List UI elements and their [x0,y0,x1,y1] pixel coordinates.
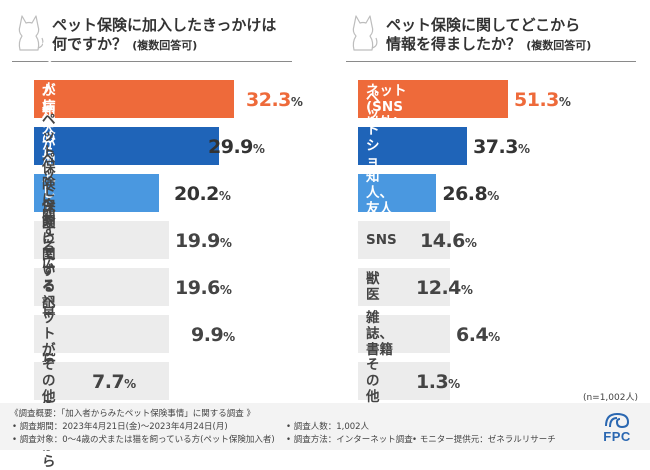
bar-label: 獣医 [366,271,380,303]
bar-track [358,268,450,306]
bar-track [34,221,169,259]
cat-outline-icon [352,15,378,51]
logo-text: FPC [603,429,631,444]
right-title-line1: ペット保険に関してどこから [386,16,581,34]
bar [34,80,234,118]
footer-target: • 調査対象：0～4歳の犬または猫を飼っている方(ペット保険加入者) [12,435,275,445]
bar-value-unit: % [464,236,477,250]
bar-value: 14.6% [420,221,477,259]
left-panel-header: ペット保険に加入したきっかけは 何ですか？ (複数回答可) [12,12,292,62]
bar-track [358,315,450,353]
bar-value-unit: % [487,189,500,203]
bar-label: SNS [366,232,397,248]
bar-value-unit: % [124,377,137,391]
bar-value: 20.2% [174,174,231,212]
bar-label: その他 [42,357,56,405]
right-panel-header: ペット保険に関してどこから 情報を得ましたか？ (複数回答可) [346,12,636,62]
bar-value-number: 26.8 [442,183,488,205]
cat-outline-icon [18,15,44,51]
fpc-logo: FPC [598,410,636,444]
bar-value-number: 1.3 [416,371,449,393]
bar-value-unit: % [290,95,303,109]
bar [34,127,220,165]
bar-value-number: 51.3 [514,89,559,111]
bar-value-unit: % [223,330,236,344]
bar-value-number: 9.9 [191,324,224,346]
bar-label: その他 [366,357,380,405]
fpc-wave-logo-icon [605,412,630,429]
bar-label: 雑誌、書籍 [366,310,393,358]
bar [358,80,508,118]
left-chart-title: ペット保険に加入したきっかけは 何ですか？ (複数回答可) [52,16,276,55]
bar-track [358,221,450,259]
bar-value-number: 20.2 [174,183,219,205]
bar [34,174,160,212]
bar-value-unit: % [219,283,232,297]
left-title-line1: ペット保険に加入したきっかけは [52,16,277,34]
bar-value-number: 14.6 [420,230,465,252]
bar-value: 19.6% [175,268,232,306]
bar-value-unit: % [517,142,530,156]
survey-footer: 《調査概要：「加入者からみたペット保険事情」に関する調査 》 • 調査期間：20… [0,403,650,450]
footer-provider: • モニター提供元：ゼネラルリサーチ [412,435,556,445]
bar-value-unit: % [488,330,501,344]
bar-value-number: 12.4 [416,277,461,299]
bar-value-number: 7.7 [92,371,125,393]
bar-value-unit: % [219,236,232,250]
bar-value: 7.7% [92,362,136,400]
bar-value-unit: % [558,95,571,109]
right-subtitle: (複数回答可) [526,39,592,52]
footer-method: • 調査方法：インターネット調査 [286,435,413,445]
bar-value: 26.8% [442,174,499,212]
bar-value: 29.9% [208,127,265,165]
bar-value-unit: % [460,283,473,297]
bar-value: 19.9% [175,221,232,259]
bar-value-unit: % [218,189,231,203]
bar-value: 6.4% [456,315,500,353]
bar-value-unit: % [448,377,461,391]
sample-size: (n=1,002人) [582,393,638,403]
bar-value-number: 6.4 [456,324,489,346]
bar-value-number: 19.9 [175,230,220,252]
bar-value: 37.3% [473,127,530,165]
bar-label: 今飼っているペットが 病気をしたから [42,198,56,470]
left-title-rule [12,61,292,62]
right-title-rule [346,61,636,62]
footer-overview: 《調査概要：「加入者からみたペット保険事情」に関する調査 》 [10,409,255,419]
bar-value: 12.4% [416,268,473,306]
bar [358,127,468,165]
bar-value: 9.9% [191,315,235,353]
right-chart-title: ペット保険に関してどこから 情報を得ましたか？ (複数回答可) [386,16,591,55]
bar-value-number: 32.3 [246,89,291,111]
bar-track [358,362,450,400]
footer-period: • 調査期間：2023年4月21日(金)～2023年4月24日(月) [12,422,228,432]
bar-track [34,315,169,353]
bar-value: 51.3% [514,80,571,118]
bar-value-number: 29.9 [208,136,253,158]
bar-value-number: 37.3 [473,136,518,158]
bar-track [34,268,169,306]
bar-value-number: 19.6 [175,277,220,299]
bar-value-unit: % [252,142,265,156]
bar-value: 1.3% [416,362,460,400]
bar-track [34,362,169,400]
footer-people: • 調査人数：1,002人 [286,422,370,432]
right-title-line2: 情報を得ましたか？ [386,35,522,53]
bar-value: 32.3% [246,80,303,118]
bar-label: 知人、友人 [366,169,393,217]
bar-label: ペットショップ [366,90,380,202]
chart-card: ペット保険に加入したきっかけは 何ですか？ (複数回答可) ペット保険に関してど… [12,12,638,470]
left-title-line2: 何ですか？ [52,35,128,53]
bar [358,174,437,212]
left-subtitle: (複数回答可) [132,39,198,52]
